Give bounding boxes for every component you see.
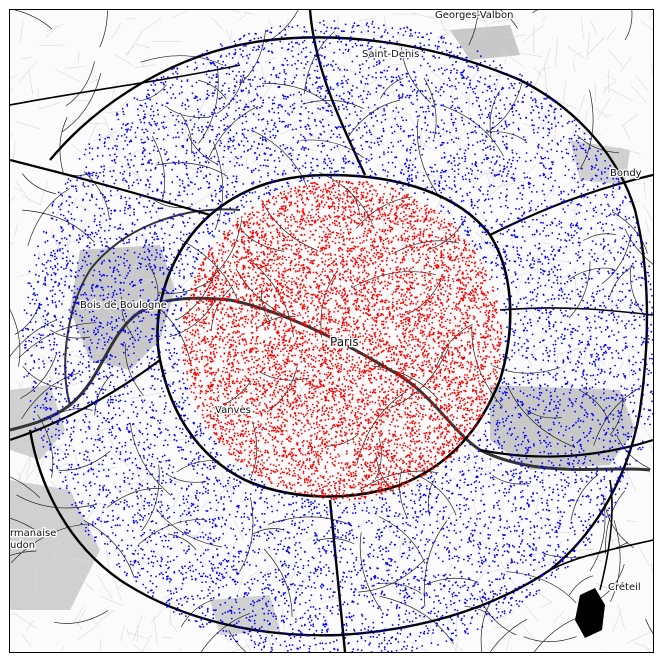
outer-points — [21, 19, 653, 652]
a14-motorway — [10, 158, 211, 217]
creteil-lake — [575, 588, 605, 638]
minor-street-network — [10, 10, 653, 652]
a1-motorway — [308, 10, 367, 176]
park-areas — [10, 25, 635, 635]
park-north — [450, 25, 520, 60]
north-road — [10, 64, 241, 106]
river-seine — [10, 208, 651, 638]
point-layer — [21, 19, 653, 652]
label-creteil: Créteil — [608, 581, 641, 593]
a4-motorway — [479, 438, 653, 458]
label-bondy: Bondy — [610, 168, 642, 179]
a86-ring — [28, 36, 649, 637]
label-vanves: Vanves — [215, 405, 251, 416]
a6-motorway — [328, 499, 347, 652]
park-bois-de-vincennes — [490, 385, 635, 470]
southeast-road — [549, 539, 653, 571]
map-frame[interactable]: Georges-Valbon Saint-Denis Bondy Bois de… — [9, 9, 654, 653]
label-saint-denis: Saint-Denis — [362, 49, 419, 60]
east-road — [499, 307, 653, 316]
park-bois-de-boulogne — [70, 245, 175, 370]
place-labels: Georges-Valbon Saint-Denis Bondy Bois de… — [10, 10, 643, 594]
peripherique — [156, 173, 512, 498]
map-canvas[interactable]: Georges-Valbon Saint-Denis Bondy Bois de… — [10, 10, 653, 652]
label-germanaise-meudon: rmanaise udon — [10, 528, 56, 551]
a86-east-branch — [599, 479, 613, 591]
label-paris: Paris — [330, 335, 359, 349]
seine-loop-north — [64, 208, 241, 406]
inner-points — [181, 179, 503, 501]
park-southwest — [10, 480, 100, 610]
label-georges-valbon: Georges-Valbon — [435, 10, 513, 21]
a13-motorway — [10, 359, 161, 442]
a3-motorway — [489, 173, 653, 236]
label-bois-de-boulogne: Bois de Boulogne — [80, 300, 167, 311]
seine-river — [10, 296, 651, 472]
